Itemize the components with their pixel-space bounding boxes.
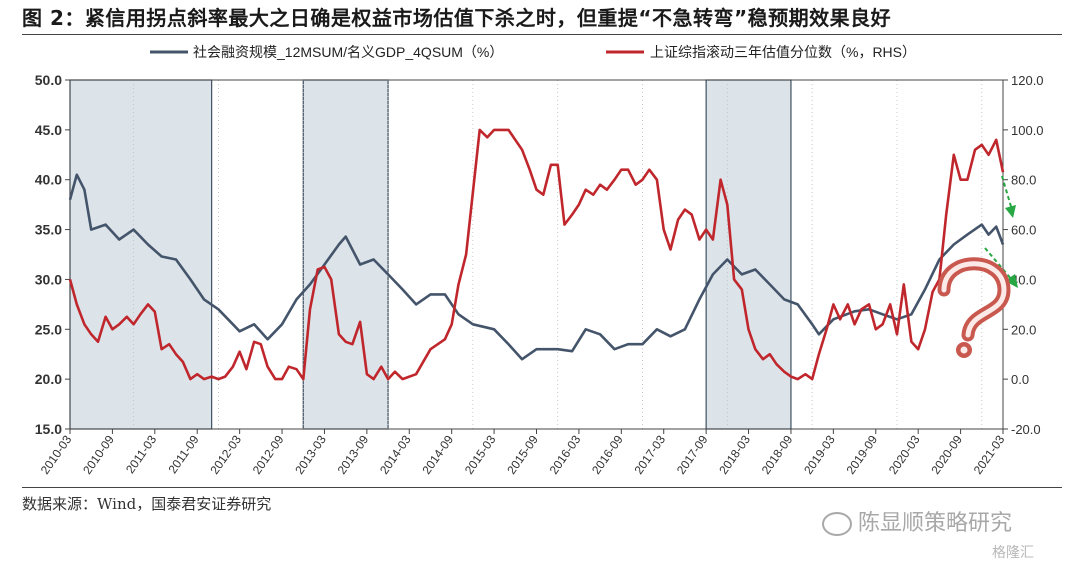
x-axis-tick-label: 2015-03	[462, 432, 499, 476]
x-axis-tick-label: 2019-03	[801, 432, 838, 476]
legend-label-right-series: 上证综指滚动三年估值分位数（%，RHS）	[650, 44, 916, 60]
question-mark-icon	[937, 257, 1011, 358]
watermark-small: 格隆汇	[992, 545, 1034, 561]
left-axis-tick-label: 25.0	[35, 321, 62, 337]
down-arrow-icon	[984, 247, 1018, 288]
x-axis-tick-label: 2021-03	[971, 432, 1008, 476]
x-axis-tick-label: 2016-03	[547, 432, 584, 476]
x-axis-tick-label: 2017-09	[674, 432, 711, 476]
left-axis-tick-label: 40.0	[35, 172, 62, 188]
x-axis-tick-label: 2013-03	[292, 432, 329, 476]
right-axis-tick-label: 100.0	[1011, 123, 1044, 138]
x-axis-tick-label: 2010-03	[38, 432, 75, 476]
right-axis-tick-label: 20.0	[1011, 322, 1036, 337]
annotations	[937, 175, 1018, 358]
source-divider	[22, 487, 1062, 488]
x-axis-tick-label: 2010-09	[80, 432, 117, 476]
left-axis-tick-label: 45.0	[35, 122, 62, 138]
left-axis-tick-label: 20.0	[35, 371, 62, 387]
left-axis-tick-label: 15.0	[35, 421, 62, 437]
title-divider	[22, 34, 1062, 35]
x-axis-tick-label: 2019-09	[843, 432, 880, 476]
x-axis-tick-label: 2013-09	[335, 432, 372, 476]
x-axis-tick-label: 2018-03	[716, 432, 753, 476]
right-axis-tick-label: 40.0	[1011, 272, 1036, 287]
x-axis-tick-label: 2015-09	[504, 432, 541, 476]
x-axis-tick-label: 2020-03	[886, 432, 923, 476]
watermark-text: 陈显顺策略研究	[858, 511, 1013, 536]
left-axis-tick-label: 35.0	[35, 222, 62, 238]
wechat-icon	[822, 512, 852, 536]
right-axis-tick-label: -20.0	[1011, 422, 1041, 437]
x-axis-tick-label: 2012-03	[207, 432, 244, 476]
x-axis-tick-label: 2020-09	[928, 432, 965, 476]
left-axis-tick-label: 50.0	[35, 72, 62, 88]
legend-label-left-series: 社会融资规模_12MSUM/名义GDP_4QSUM（%）	[193, 44, 503, 60]
x-axis-tick-label: 2014-09	[419, 432, 456, 476]
x-axis-tick-label: 2012-09	[250, 432, 287, 476]
series-line-valuation-percentile	[68, 128, 1005, 381]
right-axis-tick-label: 80.0	[1011, 173, 1036, 188]
watermark: 陈显顺策略研究	[822, 505, 1012, 537]
left-axis-tick-label: 30.0	[35, 271, 62, 287]
legend: 社会融资规模_12MSUM/名义GDP_4QSUM（%） 上证综指滚动三年估值分…	[150, 44, 916, 60]
down-arrow-icon	[1001, 175, 1016, 218]
shaded-period	[705, 79, 792, 430]
x-axis-tick-label: 2017-03	[631, 432, 668, 476]
x-axis-tick-label: 2011-03	[123, 432, 159, 476]
right-axis-tick-label: 60.0	[1011, 223, 1036, 238]
right-axis-tick-label: 120.0	[1011, 73, 1044, 88]
figure-title: 图 2：紧信用拐点斜率最大之日确是权益市场估值下杀之时，但重提“不急转弯”稳预期…	[22, 6, 892, 30]
x-axis-tick-label: 2016-09	[589, 432, 626, 476]
right-axis-tick-label: 0.0	[1011, 372, 1029, 387]
x-axis-tick-label: 2011-09	[165, 432, 201, 476]
source-note: 数据来源：Wind，国泰君安证券研究	[22, 495, 272, 513]
x-axis-tick-label: 2014-03	[377, 432, 414, 476]
x-axis-tick-label: 2018-09	[759, 432, 796, 476]
